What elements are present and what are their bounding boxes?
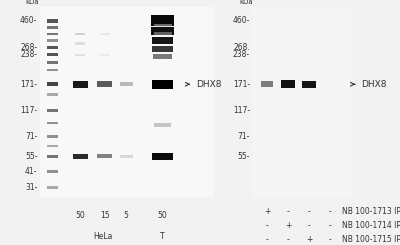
Text: 171-: 171-: [233, 80, 250, 89]
Bar: [252, 7, 351, 197]
Bar: [152, 46, 173, 52]
Bar: [261, 81, 273, 87]
Text: -: -: [328, 235, 331, 245]
Text: 15: 15: [100, 211, 110, 220]
Bar: [152, 153, 173, 160]
Bar: [93, 205, 117, 227]
Text: 238-: 238-: [20, 50, 38, 59]
Bar: [302, 81, 316, 88]
Bar: [46, 186, 58, 189]
Bar: [46, 33, 58, 35]
Text: -: -: [287, 207, 290, 216]
Bar: [46, 26, 58, 29]
Bar: [75, 42, 86, 45]
Bar: [75, 33, 86, 35]
Bar: [75, 54, 86, 56]
Text: 460-: 460-: [20, 16, 38, 25]
Bar: [153, 54, 172, 59]
Bar: [154, 123, 171, 127]
Text: DHX8: DHX8: [350, 80, 386, 89]
Bar: [151, 205, 174, 227]
Text: 171-: 171-: [20, 80, 38, 89]
Bar: [68, 205, 92, 227]
Bar: [252, 7, 351, 197]
Bar: [154, 32, 172, 35]
Bar: [46, 53, 58, 56]
Text: -: -: [328, 207, 331, 216]
Bar: [154, 24, 172, 27]
Bar: [68, 227, 138, 245]
Bar: [46, 170, 58, 173]
Bar: [97, 81, 112, 87]
Text: 268-: 268-: [20, 43, 38, 52]
Text: 50: 50: [75, 211, 85, 220]
Bar: [46, 93, 58, 96]
Bar: [46, 61, 58, 64]
Bar: [46, 122, 58, 124]
Bar: [100, 54, 110, 56]
Text: -: -: [308, 207, 310, 216]
Text: -: -: [266, 235, 268, 245]
Text: +: +: [264, 207, 270, 216]
Bar: [40, 7, 214, 197]
Text: 50: 50: [158, 211, 168, 220]
Bar: [281, 80, 295, 88]
Text: 238-: 238-: [233, 50, 250, 59]
Text: 460-: 460-: [232, 16, 250, 25]
Bar: [46, 155, 58, 158]
Bar: [46, 39, 58, 42]
Text: -: -: [266, 221, 268, 230]
Text: +: +: [285, 221, 291, 230]
Text: DHX8: DHX8: [185, 80, 221, 89]
Text: 117-: 117-: [20, 106, 38, 115]
Bar: [151, 15, 174, 26]
Text: 71-: 71-: [25, 132, 38, 141]
Text: 41-: 41-: [25, 167, 38, 176]
Text: 117-: 117-: [233, 106, 250, 115]
Bar: [152, 79, 173, 89]
Text: HeLa: HeLa: [94, 232, 113, 241]
Text: 55-: 55-: [237, 152, 250, 161]
Text: kDa: kDa: [26, 0, 39, 5]
Bar: [46, 82, 58, 86]
Bar: [152, 37, 173, 44]
Text: NB 100-1715 IP: NB 100-1715 IP: [342, 235, 400, 245]
Bar: [151, 227, 174, 245]
Text: 55-: 55-: [25, 152, 38, 161]
Bar: [120, 155, 133, 158]
Text: -: -: [308, 221, 310, 230]
Text: -: -: [287, 235, 290, 245]
Bar: [46, 135, 58, 138]
Bar: [46, 69, 58, 71]
Text: 71-: 71-: [238, 132, 250, 141]
Bar: [46, 145, 58, 147]
Bar: [73, 81, 88, 88]
Text: +: +: [306, 235, 312, 245]
Text: kDa: kDa: [240, 0, 254, 5]
Bar: [46, 46, 58, 49]
Bar: [46, 19, 58, 23]
Text: 268.: 268.: [233, 43, 250, 52]
Bar: [114, 205, 138, 227]
Bar: [40, 7, 214, 197]
Text: NB 100-1713 IP: NB 100-1713 IP: [342, 207, 400, 216]
Bar: [100, 33, 110, 35]
Text: T: T: [160, 232, 165, 241]
Text: 5: 5: [124, 211, 129, 220]
Text: 31-: 31-: [25, 183, 38, 192]
Text: NB 100-1714 IP: NB 100-1714 IP: [342, 221, 400, 230]
Bar: [151, 27, 174, 35]
Bar: [46, 109, 58, 112]
Text: -: -: [328, 221, 331, 230]
Bar: [97, 154, 112, 159]
Bar: [73, 154, 88, 159]
Bar: [120, 82, 133, 86]
